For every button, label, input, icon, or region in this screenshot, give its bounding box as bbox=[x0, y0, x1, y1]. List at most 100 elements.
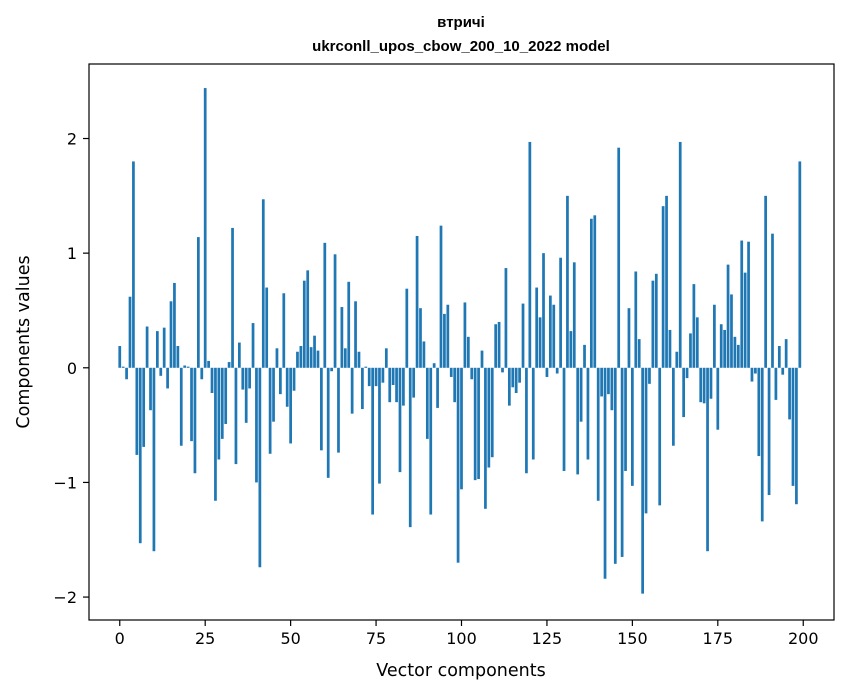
bar-21 bbox=[190, 367, 193, 442]
bar-109 bbox=[490, 367, 494, 458]
bar-180 bbox=[733, 336, 737, 368]
bar-140 bbox=[596, 367, 600, 501]
bar-29 bbox=[217, 367, 221, 460]
bar-193 bbox=[777, 346, 781, 368]
bar-137 bbox=[586, 367, 590, 460]
bar-108 bbox=[487, 367, 491, 468]
bar-50 bbox=[289, 367, 292, 444]
bar-77 bbox=[381, 367, 385, 383]
bar-82 bbox=[398, 367, 402, 473]
bar-28 bbox=[214, 367, 217, 501]
bar-186 bbox=[754, 367, 757, 374]
bar-133 bbox=[572, 262, 576, 368]
bar-88 bbox=[419, 308, 422, 368]
bar-96 bbox=[446, 304, 450, 368]
bar-115 bbox=[511, 367, 515, 388]
bar-92 bbox=[432, 363, 436, 368]
bar-166 bbox=[685, 367, 689, 379]
bar-52 bbox=[296, 351, 299, 368]
bar-156 bbox=[651, 280, 655, 368]
x-axis-ticks: 0 25 50 75 100 125 150 175 200 bbox=[115, 620, 819, 648]
bar-157 bbox=[654, 273, 658, 368]
bar-83 bbox=[402, 367, 405, 406]
bar-4 bbox=[132, 161, 135, 368]
bar-136 bbox=[583, 344, 586, 368]
bar-98 bbox=[453, 367, 457, 403]
bar-161 bbox=[668, 329, 672, 368]
bar-139 bbox=[593, 215, 597, 368]
bar-189 bbox=[764, 195, 768, 368]
bar-76 bbox=[378, 367, 381, 484]
bar-51 bbox=[292, 367, 296, 391]
bar-106 bbox=[480, 350, 484, 368]
bar-65 bbox=[340, 307, 344, 368]
bar-172 bbox=[706, 367, 709, 552]
bar-91 bbox=[429, 367, 433, 515]
bar-1 bbox=[121, 366, 125, 368]
bar-102 bbox=[466, 336, 470, 368]
x-tick-label: 200 bbox=[788, 629, 819, 648]
bar-32 bbox=[227, 362, 231, 368]
bar-7 bbox=[142, 367, 146, 447]
bar-179 bbox=[730, 294, 733, 368]
bars-group bbox=[118, 88, 802, 594]
bar-150 bbox=[631, 367, 634, 486]
bar-192 bbox=[774, 367, 778, 400]
y-tick-label: −1 bbox=[53, 473, 77, 492]
bar-163 bbox=[675, 351, 679, 368]
bar-152 bbox=[637, 339, 641, 368]
bar-114 bbox=[507, 367, 511, 406]
x-axis-label: Vector components bbox=[376, 661, 545, 681]
bar-46 bbox=[275, 348, 279, 368]
bar-5 bbox=[135, 367, 139, 455]
y-tick-label: 1 bbox=[67, 244, 77, 263]
bar-38 bbox=[248, 367, 251, 389]
bar-104 bbox=[473, 367, 477, 481]
bar-175 bbox=[716, 367, 720, 430]
x-tick-label: 125 bbox=[532, 629, 563, 648]
bar-191 bbox=[771, 233, 774, 368]
y-tick-label: 2 bbox=[67, 130, 77, 149]
bar-78 bbox=[384, 348, 388, 368]
bar-93 bbox=[436, 367, 439, 408]
y-axis-label: Components values bbox=[14, 255, 34, 428]
bar-151 bbox=[634, 271, 638, 368]
bar-23 bbox=[196, 237, 200, 368]
bar-120 bbox=[528, 141, 532, 368]
bar-141 bbox=[600, 367, 603, 397]
bar-14 bbox=[166, 367, 169, 389]
bar-170 bbox=[699, 367, 703, 403]
bar-44 bbox=[268, 367, 272, 454]
bar-73 bbox=[367, 367, 371, 387]
bar-122 bbox=[535, 287, 539, 368]
bar-165 bbox=[682, 367, 685, 418]
bar-195 bbox=[784, 339, 788, 368]
bar-80 bbox=[391, 367, 395, 385]
bar-55 bbox=[306, 270, 310, 368]
bar-85 bbox=[408, 367, 412, 528]
bar-182 bbox=[740, 240, 744, 368]
x-tick-label: 75 bbox=[366, 629, 386, 648]
bar-75 bbox=[374, 367, 378, 387]
bar-144 bbox=[610, 367, 614, 411]
bar-199 bbox=[798, 161, 802, 368]
bar-2 bbox=[125, 367, 128, 380]
bar-110 bbox=[494, 324, 498, 368]
bar-71 bbox=[361, 367, 364, 410]
bar-113 bbox=[504, 268, 508, 368]
bar-25 bbox=[203, 88, 207, 368]
bar-33 bbox=[231, 227, 234, 368]
bar-173 bbox=[709, 367, 713, 399]
bar-187 bbox=[757, 367, 761, 457]
bar-135 bbox=[579, 367, 583, 422]
bar-3 bbox=[128, 296, 132, 368]
bar-147 bbox=[620, 367, 624, 557]
bar-45 bbox=[272, 367, 275, 422]
bar-34 bbox=[234, 367, 238, 465]
bar-70 bbox=[357, 351, 361, 368]
bar-177 bbox=[723, 329, 727, 368]
bar-158 bbox=[658, 367, 662, 506]
x-tick-label: 100 bbox=[446, 629, 477, 648]
bar-118 bbox=[521, 303, 525, 368]
